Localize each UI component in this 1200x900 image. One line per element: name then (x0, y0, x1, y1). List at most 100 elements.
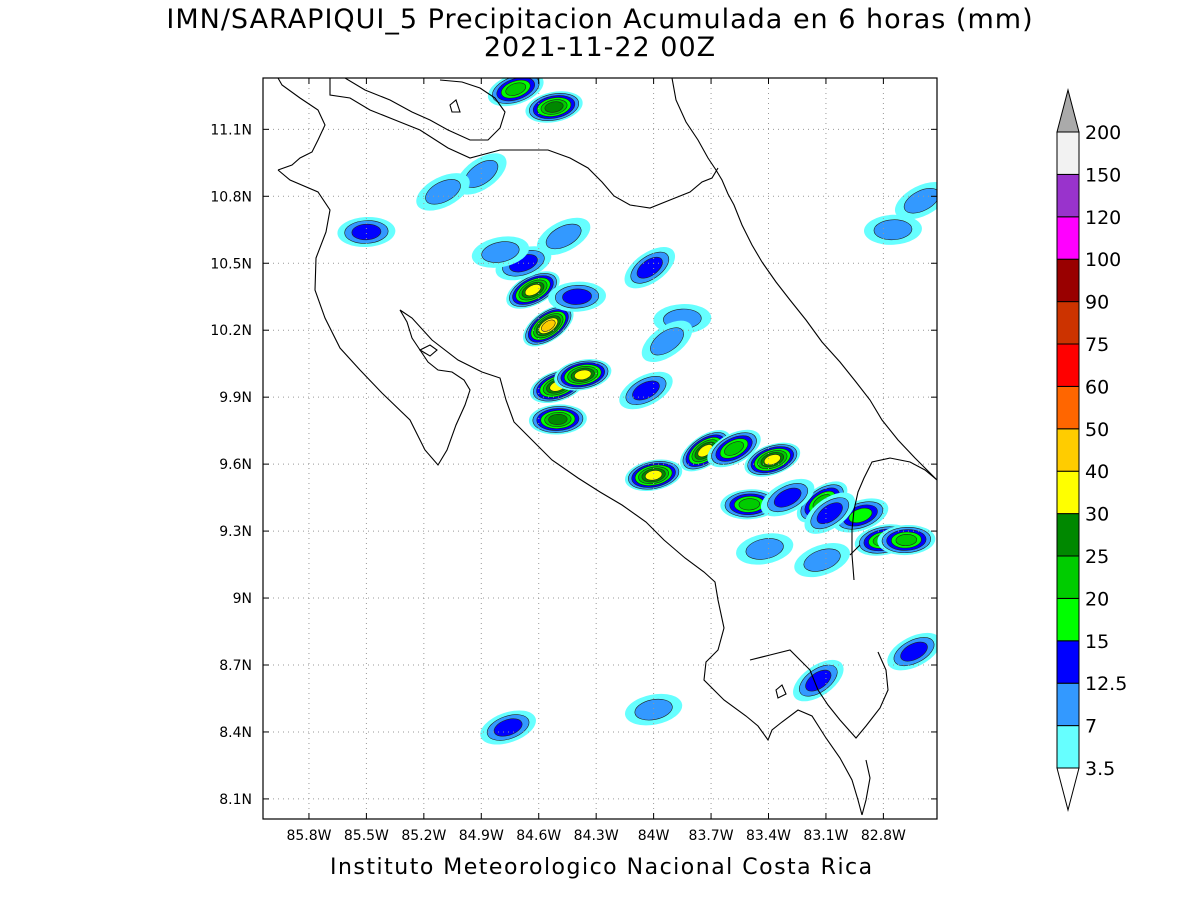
precip-cell (625, 459, 683, 492)
precip-contour (524, 284, 542, 297)
y-tick-label: 9N (233, 591, 252, 607)
precip-contour (724, 441, 744, 456)
coastline-caribbean (671, 78, 937, 481)
border-cr-nicaragua (263, 78, 719, 209)
coastline-burica (861, 759, 871, 816)
precip-cell (863, 214, 922, 245)
lake-nicaragua-shore (344, 78, 506, 141)
x-tick-label: 83.1W (803, 828, 848, 844)
x-tick-label: 85.2W (401, 828, 446, 844)
x-tick-label: 82.8W (861, 828, 906, 844)
isla-chira (418, 344, 438, 357)
precip-contour (805, 669, 832, 692)
precip-cell (528, 404, 587, 435)
precip-contour (644, 470, 663, 481)
precip-cell (471, 236, 530, 268)
precip-cell (487, 78, 544, 107)
legend-swatch (1056, 555, 1080, 599)
precip-contour (562, 288, 592, 305)
precip-contour (900, 641, 928, 662)
footer-credit: Instituto Meteorologico Nacional Costa R… (330, 855, 874, 880)
legend-swatch (1056, 173, 1080, 218)
precip-cell (680, 430, 731, 472)
small-island (775, 684, 787, 699)
coastline-nicoya-pacific (277, 78, 863, 816)
legend-label: 7 (1085, 716, 1097, 738)
x-tick-label: 85.8W (286, 828, 331, 844)
legend-swatch (1056, 131, 1080, 175)
precip-cell (793, 659, 844, 702)
legend-label: 90 (1085, 292, 1109, 314)
precip-cell (536, 217, 591, 256)
precip-contour (425, 179, 461, 205)
legend-label: 100 (1085, 249, 1121, 271)
precip-contour (745, 538, 784, 560)
precip-cell (416, 173, 470, 211)
lake-ometepe (449, 99, 461, 113)
legend-label: 60 (1085, 376, 1109, 398)
y-tick-label: 8.4N (219, 725, 252, 741)
x-tick-label: 85.5W (344, 828, 389, 844)
color-legend: 3.5 7 12.5 15 20 25 30 40 50 60 75 90 100 120 150 200 (1056, 88, 1127, 812)
legend-swatch (1056, 470, 1080, 515)
legend-swatch (1056, 216, 1080, 260)
precip-cell (624, 247, 676, 289)
legend-swatch (1056, 428, 1080, 472)
x-tick-label: 84.3W (574, 828, 619, 844)
legend-label: 150 (1085, 164, 1121, 186)
precip-cell (480, 710, 536, 745)
legend-bottom-arrow (1056, 767, 1080, 812)
legend-label: 120 (1085, 207, 1121, 229)
coastline-golfo-dulce (749, 649, 889, 739)
precip-cell (625, 693, 683, 726)
coastlines (263, 78, 937, 816)
precip-contour (903, 188, 937, 214)
precip-contour (895, 533, 918, 547)
legend-swatch (1056, 258, 1080, 303)
map-date: 2021-11-22 00Z (483, 32, 717, 63)
precip-cell (619, 371, 673, 410)
legend-swatch (1056, 682, 1080, 727)
legend-swatch (1056, 301, 1080, 345)
legend-label: 30 (1085, 504, 1109, 526)
precip-cell (894, 181, 937, 220)
precip-contour (544, 101, 564, 113)
x-tick-label: 83.7W (689, 828, 734, 844)
precip-contour (773, 487, 802, 508)
precip-cell (641, 320, 693, 363)
y-tick-label: 10.5N (210, 256, 252, 272)
precip-cell (506, 271, 560, 309)
legend-swatch (1056, 640, 1080, 684)
precip-cell (887, 632, 937, 671)
precip-contour (548, 414, 568, 425)
precip-cell (794, 543, 850, 578)
y-tick-label: 10.2N (210, 323, 252, 339)
precip-contour (632, 380, 660, 401)
precip-contour (803, 548, 841, 572)
legend-label: 200 (1085, 122, 1121, 144)
legend-swatch (1056, 513, 1080, 557)
precip-contour (545, 223, 582, 250)
precip-contour (816, 502, 843, 525)
legend-label: 20 (1085, 588, 1109, 610)
precip-cell (760, 478, 815, 517)
legend-label: 75 (1085, 334, 1109, 356)
precip-contour (574, 369, 592, 381)
precip-contour (481, 241, 520, 263)
precip-contour (873, 219, 913, 241)
x-tick-label: 84.6W (516, 828, 561, 844)
map-title: IMN/SARAPIQUI_5 Precipitacion Acumulada … (166, 4, 1034, 35)
precip-cell (525, 91, 583, 123)
precip-contour (848, 507, 873, 524)
y-tick-label: 9.6N (219, 457, 252, 473)
legend-label: 50 (1085, 419, 1109, 441)
precip-contour (351, 223, 382, 241)
panama-bocas (849, 544, 861, 556)
precip-contour (738, 498, 761, 511)
precip-cell (548, 281, 606, 312)
precip-cell (877, 524, 936, 556)
legend-label: 40 (1085, 461, 1109, 483)
precip-contour (650, 327, 684, 356)
legend-label: 12.5 (1085, 673, 1127, 695)
